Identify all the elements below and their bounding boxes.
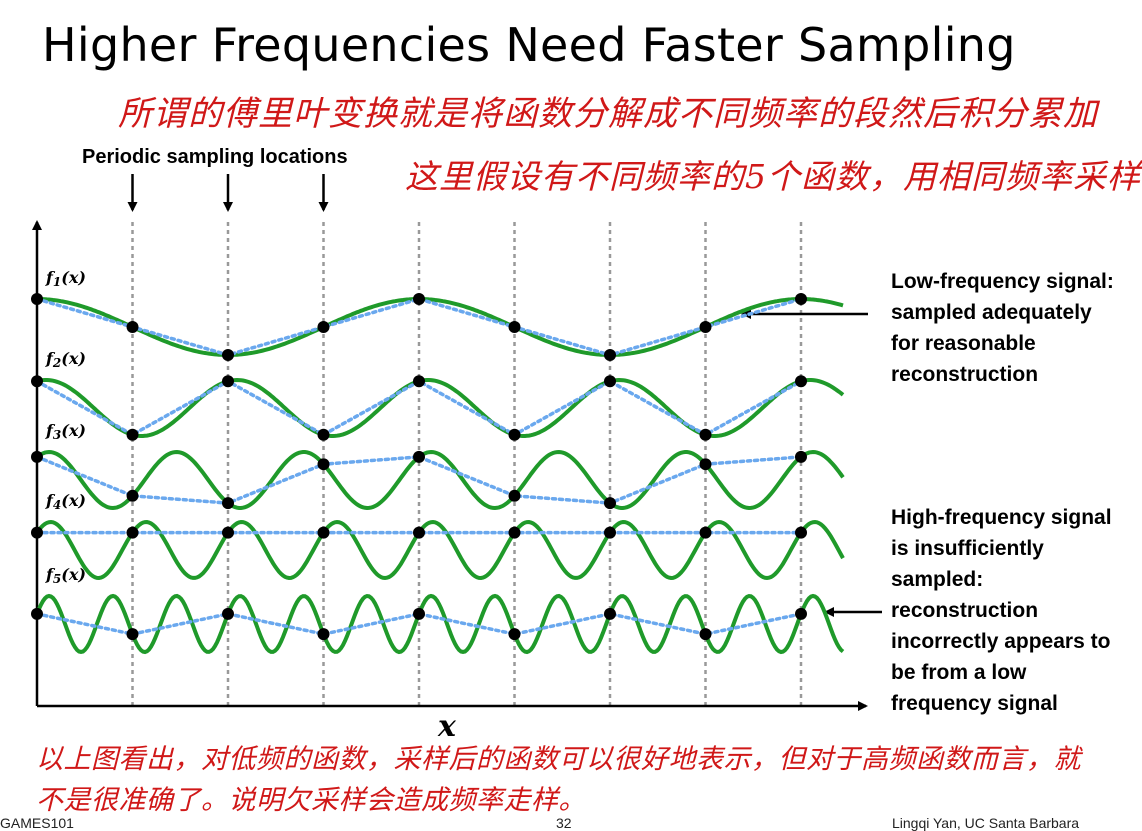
sample-point: [604, 497, 616, 510]
sample-point: [317, 526, 330, 539]
signal-curve: [36, 377, 845, 438]
footer-author: Lingqi Yan, UC Santa Barbara: [892, 815, 1080, 831]
sample-point: [604, 607, 616, 620]
low-freq-line: Low-frequency signal:: [891, 270, 1114, 293]
sample-point: [699, 628, 712, 641]
handwritten-note-3: 以上图看出，对低频的函数，采样后的函数可以很好地表示，但对于高频函数而言，就: [36, 744, 1081, 775]
sample-point: [126, 489, 139, 502]
footer-page-number: 32: [556, 815, 572, 831]
sample-point: [699, 526, 712, 539]
function-label: f5(x): [45, 565, 86, 586]
signal-curve: [35, 593, 845, 655]
sample-point: [222, 607, 234, 620]
sample-point: [795, 293, 807, 305]
sample-point: [699, 458, 712, 471]
low-frequency-description: Low-frequency signal: sampled adequately…: [891, 266, 1114, 390]
sample-point: [126, 526, 139, 539]
sample-point: [699, 321, 712, 333]
sample-point: [317, 321, 330, 333]
high-freq-line: reconstruction: [891, 599, 1039, 622]
slide-title: Higher Frequencies Need Faster Sampling: [42, 18, 1016, 72]
sample-point: [126, 428, 139, 441]
low-freq-line: reconstruction: [891, 363, 1039, 386]
sample-point: [795, 375, 807, 388]
handwritten-note-2: 这里假设有不同频率的5个函数，用相同频率采样。: [405, 157, 1142, 196]
low-freq-line: sampled adequately: [891, 301, 1092, 324]
sample-point: [508, 628, 521, 641]
sample-point: [508, 526, 521, 539]
sample-point: [795, 450, 807, 463]
sample-point: [413, 526, 425, 539]
sample-point: [413, 293, 425, 305]
sample-point: [31, 450, 43, 463]
sample-point: [222, 526, 234, 539]
sample-point: [126, 321, 139, 333]
high-freq-line: sampled:: [891, 568, 984, 591]
x-axis-label: x: [437, 709, 457, 744]
sample-point: [317, 458, 330, 471]
sample-point: [795, 526, 807, 539]
sample-point: [317, 628, 330, 641]
sample-point: [31, 526, 43, 539]
sample-point: [413, 450, 425, 463]
sample-point: [604, 349, 616, 361]
footer-course: GAMES101: [0, 815, 74, 831]
function-label: f4(x): [45, 491, 86, 512]
sample-point: [508, 428, 521, 441]
signal-curve: [35, 449, 845, 511]
signal-curve: [35, 519, 845, 581]
sample-point: [508, 489, 521, 502]
sample-point: [31, 293, 43, 305]
high-freq-line: incorrectly appears to: [891, 630, 1111, 653]
low-freq-line: for reasonable: [891, 332, 1036, 355]
sample-point: [508, 321, 521, 333]
sample-point: [126, 628, 139, 641]
sample-point: [317, 428, 330, 441]
high-freq-line: be from a low: [891, 661, 1027, 684]
sampling-locations-label: Periodic sampling locations: [82, 146, 348, 168]
handwritten-note-4: 不是很准确了。说明欠采样会造成频率走样。: [36, 785, 586, 816]
sample-point: [604, 526, 616, 539]
function-label: f1(x): [45, 268, 86, 289]
function-label: f2(x): [45, 349, 86, 370]
signal-curve: [37, 297, 844, 357]
sample-point: [699, 428, 712, 441]
sample-point: [222, 349, 234, 361]
sample-point: [31, 375, 43, 388]
function-label: f3(x): [45, 421, 86, 442]
high-freq-line: frequency signal: [891, 692, 1058, 715]
sample-point: [31, 607, 43, 620]
handwritten-note-1: 所谓的傅里叶变换就是将函数分解成不同频率的段然后积分累加: [118, 94, 1098, 134]
high-freq-line: is insufficiently: [891, 537, 1044, 560]
sample-point: [604, 375, 616, 388]
high-freq-line: High-frequency signal: [891, 506, 1112, 529]
sample-point: [222, 375, 234, 388]
sample-point: [413, 375, 425, 388]
sample-point: [222, 497, 234, 510]
high-frequency-description: High-frequency signal is insufficiently …: [891, 502, 1112, 719]
sample-point: [795, 607, 807, 620]
sample-point: [413, 607, 425, 620]
